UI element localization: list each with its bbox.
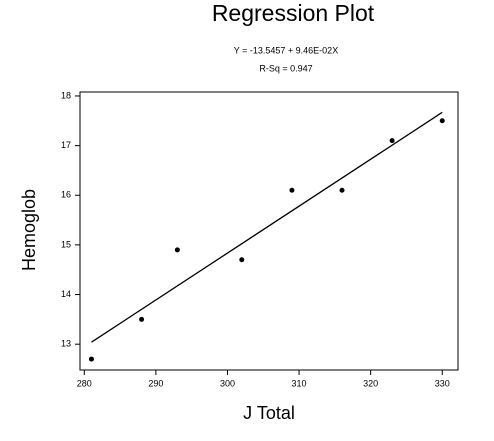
x-tick-label: 300: [220, 378, 235, 388]
y-tick-label: 14: [61, 289, 71, 299]
y-tick-label: 17: [61, 140, 71, 150]
y-tick-label: 13: [61, 339, 71, 349]
data-point: [174, 247, 180, 253]
x-tick-label: 290: [148, 378, 163, 388]
data-point: [389, 138, 395, 144]
regression-line: [91, 111, 443, 343]
data-point: [439, 118, 445, 124]
x-axis-label: J Total: [243, 403, 295, 423]
r-squared: R-Sq = 0.947: [259, 63, 312, 73]
data-point: [289, 187, 295, 193]
chart-title: Regression Plot: [212, 0, 375, 26]
y-axis-label: Hemoglob: [19, 189, 39, 271]
x-tick-label: 310: [292, 378, 307, 388]
x-tick-label: 320: [363, 378, 378, 388]
data-point: [239, 257, 245, 263]
equation: Y = -13.5457 + 9.46E-02X: [234, 45, 338, 55]
plot-frame: [79, 91, 459, 371]
data-point: [88, 356, 94, 362]
x-tick-label: 280: [77, 378, 92, 388]
data-point: [339, 187, 345, 193]
x-tick-label: 330: [435, 378, 450, 388]
data-point: [139, 316, 145, 322]
y-tick-label: 18: [61, 90, 71, 100]
y-tick-label: 15: [61, 239, 71, 249]
y-tick-label: 16: [61, 190, 71, 200]
